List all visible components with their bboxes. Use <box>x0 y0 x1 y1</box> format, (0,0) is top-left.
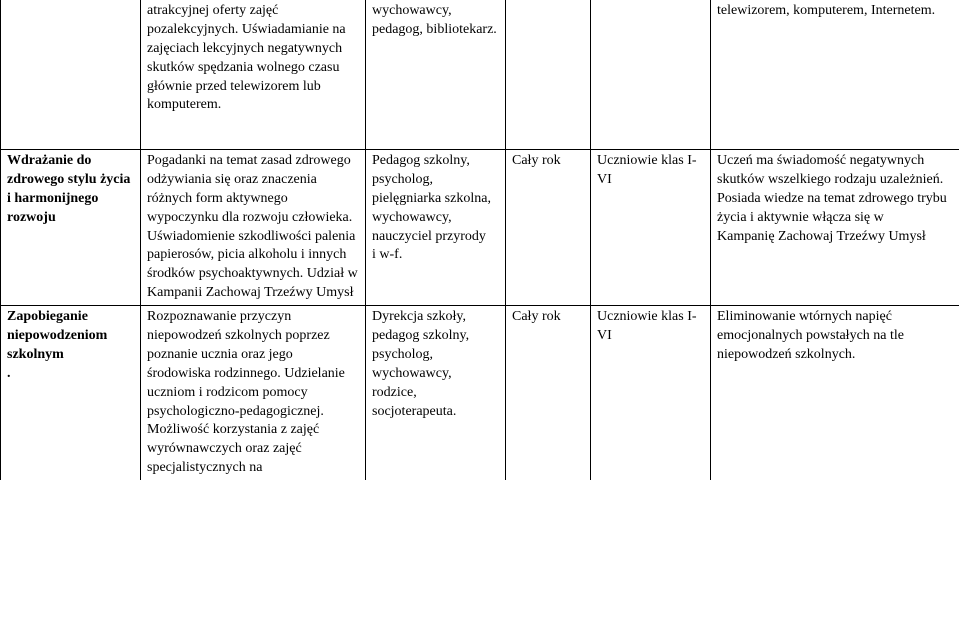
cell-text: Eliminowanie wtórnych napięć emocjonalny… <box>717 309 904 362</box>
cell-text: telewizorem, komputerem, Internetem. <box>717 3 935 18</box>
plan-table: atrakcyjnej oferty zajęć pozalekcyjnych.… <box>0 0 959 480</box>
cell-text: Dyrekcja szkoły, pedagog szkolny, psycho… <box>372 309 469 418</box>
cell-text: Pogadanki na temat zasad zdrowego odżywi… <box>147 153 358 300</box>
cell-audience <box>591 0 711 150</box>
cell-text: Wdrażanie do zdrowego stylu życia i harm… <box>7 153 130 225</box>
cell-outcome: Eliminowanie wtórnych napięć emocjonalny… <box>711 306 959 481</box>
cell-topic: Zapobieganie niepowodzeniom szkolnym. <box>1 306 141 481</box>
cell-actions: Pogadanki na temat zasad zdrowego odżywi… <box>141 150 366 306</box>
table-row: atrakcyjnej oferty zajęć pozalekcyjnych.… <box>1 0 959 150</box>
cell-text: Cały rok <box>512 309 561 324</box>
cell-actions: atrakcyjnej oferty zajęć pozalekcyjnych.… <box>141 0 366 150</box>
cell-term: Cały rok <box>506 150 591 306</box>
cell-outcome: telewizorem, komputerem, Internetem. <box>711 0 959 150</box>
cell-actions: Rozpoznawanie przyczyn niepowodzeń szkol… <box>141 306 366 481</box>
cell-text: atrakcyjnej oferty zajęć pozalekcyjnych.… <box>147 3 346 112</box>
cell-text: Uczniowie klas I-VI <box>597 309 697 343</box>
cell-text: Rozpoznawanie przyczyn niepowodzeń szkol… <box>147 309 345 475</box>
cell-text: Zapobieganie niepowodzeniom szkolnym. <box>7 309 107 381</box>
cell-text: Uczniowie klas I-VI <box>597 153 697 187</box>
cell-term <box>506 0 591 150</box>
cell-text: wychowawcy, pedagog, bibliotekarz. <box>372 3 497 37</box>
cell-audience: Uczniowie klas I-VI <box>591 306 711 481</box>
table-row: Wdrażanie do zdrowego stylu życia i harm… <box>1 150 959 306</box>
cell-text: Pedagog szkolny, psycholog, pielęgniarka… <box>372 153 491 262</box>
cell-outcome: Uczeń ma świadomość negatywnych skutków … <box>711 150 959 306</box>
document-page: atrakcyjnej oferty zajęć pozalekcyjnych.… <box>0 0 959 480</box>
cell-responsible: Pedagog szkolny, psycholog, pielęgniarka… <box>366 150 506 306</box>
cell-responsible: Dyrekcja szkoły, pedagog szkolny, psycho… <box>366 306 506 481</box>
cell-term: Cały rok <box>506 306 591 481</box>
cell-text: Uczeń ma świadomość negatywnych skutków … <box>717 153 947 244</box>
table-row: Zapobieganie niepowodzeniom szkolnym. Ro… <box>1 306 959 481</box>
cell-text: Cały rok <box>512 153 561 168</box>
cell-audience: Uczniowie klas I-VI <box>591 150 711 306</box>
cell-topic <box>1 0 141 150</box>
cell-topic: Wdrażanie do zdrowego stylu życia i harm… <box>1 150 141 306</box>
cell-responsible: wychowawcy, pedagog, bibliotekarz. <box>366 0 506 150</box>
